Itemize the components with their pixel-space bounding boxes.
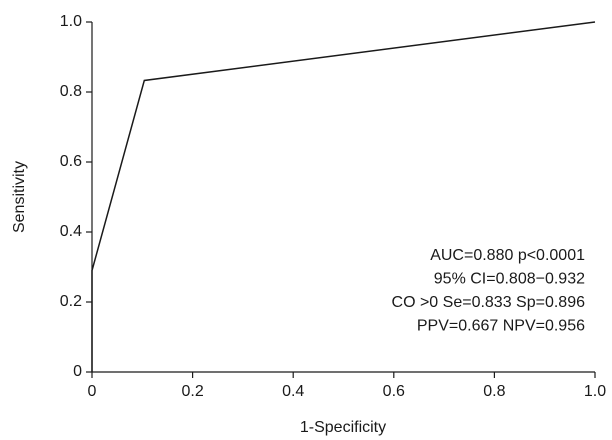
x-tick-label: 1.0 [584, 383, 606, 400]
annotation: AUC=0.880 p<0.0001 [430, 247, 585, 264]
annotation: 95% CI=0.808−0.932 [434, 271, 585, 288]
y-tick-label: 0 [73, 363, 82, 380]
x-tick-label: 0 [88, 383, 97, 400]
y-tick-label: 1.0 [60, 13, 82, 30]
y-tick-label: 0.2 [60, 293, 82, 310]
y-tick-label: 0.8 [60, 83, 82, 100]
annotation: CO >0 Se=0.833 Sp=0.896 [392, 294, 586, 311]
x-tick-label: 0.6 [383, 383, 405, 400]
x-tick-label: 0.4 [282, 383, 304, 400]
y-tick-label: 0.4 [60, 223, 82, 240]
x-tick-label: 0.2 [181, 383, 203, 400]
x-axis-label: 1-Specificity [300, 419, 386, 436]
y-axis-label: Sensitivity [11, 161, 28, 233]
y-tick-label: 0.6 [60, 153, 82, 170]
roc-curve [91, 21, 596, 372]
x-tick-label: 0.8 [483, 383, 505, 400]
annotation: PPV=0.667 NPV=0.956 [417, 318, 585, 335]
